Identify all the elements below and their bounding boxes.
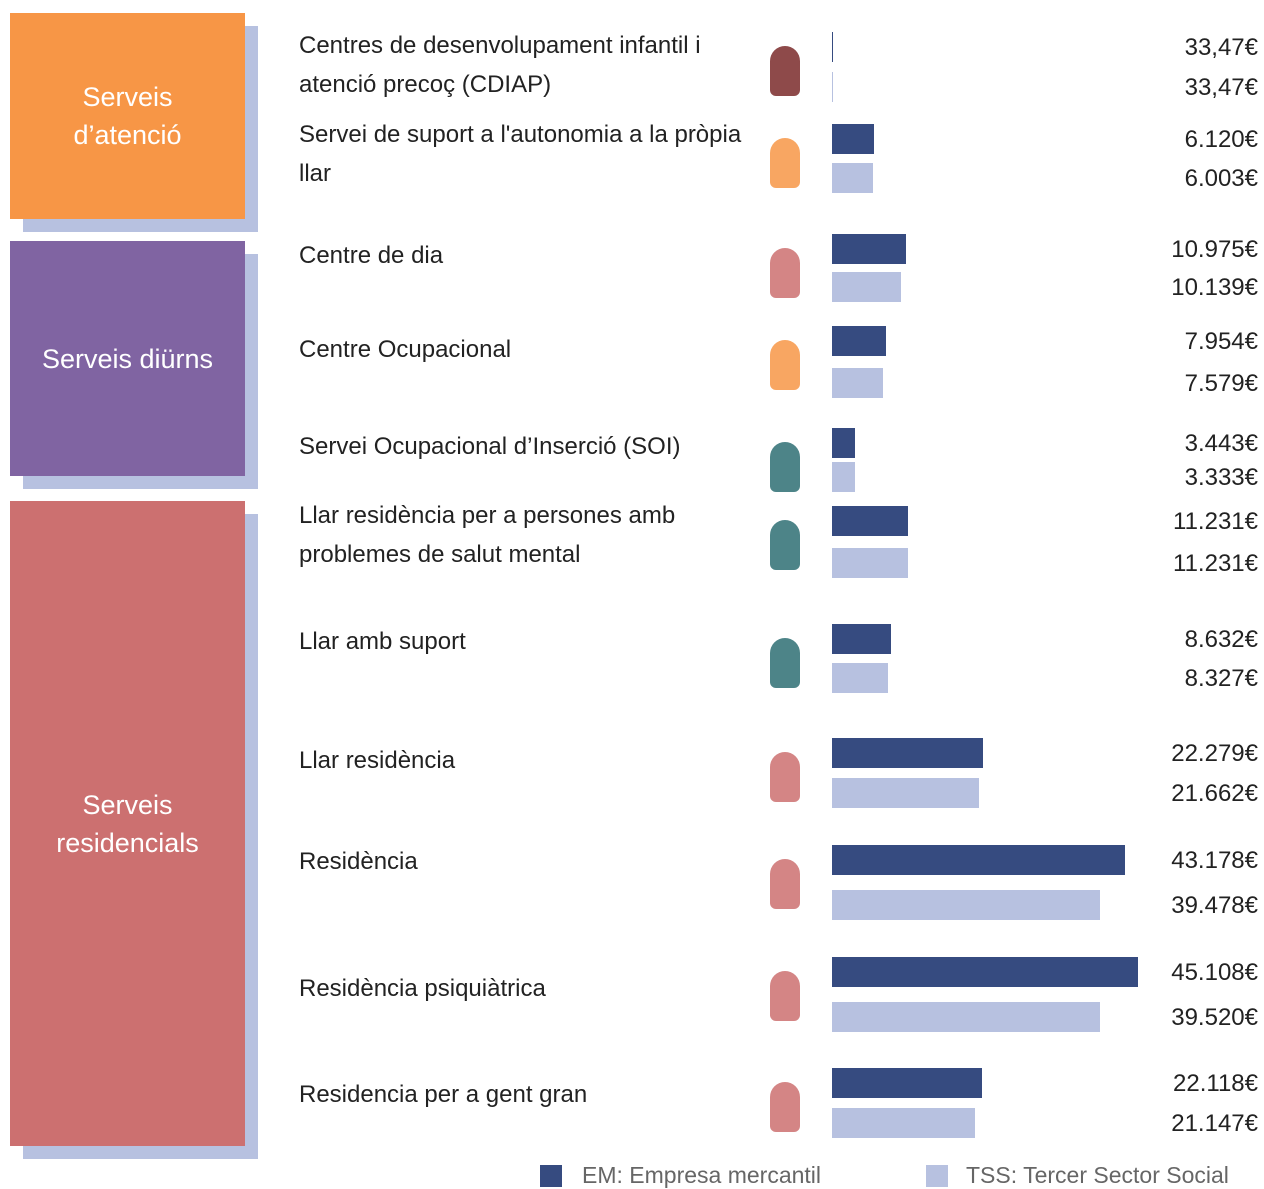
value-label: 10.139€	[1171, 274, 1258, 301]
category-label: Llar residència	[299, 747, 456, 774]
value-label: 8.632€	[1184, 626, 1258, 653]
icon	[770, 138, 800, 188]
icon	[770, 971, 800, 1021]
bar	[832, 1068, 983, 1098]
category-label: Residencia per a gent gran	[299, 1081, 588, 1108]
legend-label: TSS: Tercer Sector Social	[966, 1162, 1229, 1188]
bar	[832, 272, 901, 302]
bar	[832, 548, 909, 578]
legend-label: EM: Empresa mercantil	[582, 1162, 822, 1188]
icon	[770, 752, 800, 802]
value-label: 8.327€	[1184, 665, 1258, 692]
group-box: Serveis d’atenció	[10, 13, 245, 219]
icon	[770, 248, 800, 298]
bar	[832, 368, 884, 398]
icon	[770, 340, 800, 390]
value-label: 11.231€	[1173, 550, 1258, 577]
category-label: Residència	[299, 848, 418, 875]
category-label: Llar residència per a persones amb probl…	[299, 502, 676, 568]
bar	[832, 234, 907, 264]
value-label: 7.579€	[1184, 370, 1258, 397]
group-label: Serveis residencials	[56, 789, 199, 858]
icon	[770, 46, 800, 96]
bar	[832, 124, 874, 154]
category-label: Centre Ocupacional	[299, 336, 512, 363]
category-label: Servei Ocupacional d’Inserció (SOI)	[299, 433, 681, 460]
icon	[770, 638, 800, 688]
bar	[832, 163, 873, 193]
bar	[832, 624, 891, 654]
icon	[770, 520, 800, 570]
value-label: 10.975€	[1171, 236, 1258, 263]
bar	[832, 778, 979, 808]
icon	[770, 442, 800, 492]
bar	[832, 506, 909, 536]
bar	[832, 428, 856, 458]
value-label: 7.954€	[1184, 328, 1258, 355]
value-label: 39.520€	[1171, 1004, 1258, 1031]
category-label: Llar amb suport	[299, 628, 466, 655]
bar	[832, 890, 1100, 920]
value-label: 6.120€	[1184, 126, 1258, 153]
value-label: 6.003€	[1184, 165, 1258, 192]
category-label: Centres de desenvolupament infantil i at…	[299, 32, 701, 98]
icon	[770, 1082, 800, 1132]
value-label: 11.231€	[1173, 508, 1258, 535]
value-label: 21.147€	[1171, 1110, 1258, 1137]
value-label: 3.443€	[1184, 430, 1258, 457]
value-label: 45.108€	[1171, 959, 1258, 986]
bar	[832, 957, 1138, 987]
value-label: 33,47€	[1184, 74, 1258, 101]
group-label: Serveis d’atenció	[73, 82, 182, 150]
value-label: 22.279€	[1171, 740, 1258, 767]
legend-swatch	[540, 1165, 562, 1187]
value-label: 33,47€	[1184, 34, 1258, 61]
legend-swatch	[926, 1165, 948, 1187]
value-label: 21.662€	[1171, 780, 1258, 807]
bar	[832, 1002, 1101, 1032]
bar	[832, 462, 855, 492]
value-label: 3.333€	[1184, 464, 1258, 491]
category-label: Residència psiquiàtrica	[299, 975, 546, 1002]
bar	[832, 1108, 976, 1138]
bar	[832, 845, 1125, 875]
group-label: Serveis diürns	[41, 343, 214, 374]
bar	[832, 326, 886, 356]
group-box: Serveis residencials	[10, 501, 245, 1146]
value-label: 43.178€	[1171, 847, 1258, 874]
category-label: Servei de suport a l'autonomia a la pròp…	[299, 121, 742, 187]
bar	[832, 738, 984, 768]
value-label: 39.478€	[1171, 892, 1258, 919]
category-label: Centre de dia	[299, 242, 444, 269]
icon	[770, 859, 800, 909]
value-label: 22.118€	[1173, 1070, 1258, 1097]
group-box: Serveis diürns	[10, 241, 245, 476]
bar	[832, 663, 889, 693]
